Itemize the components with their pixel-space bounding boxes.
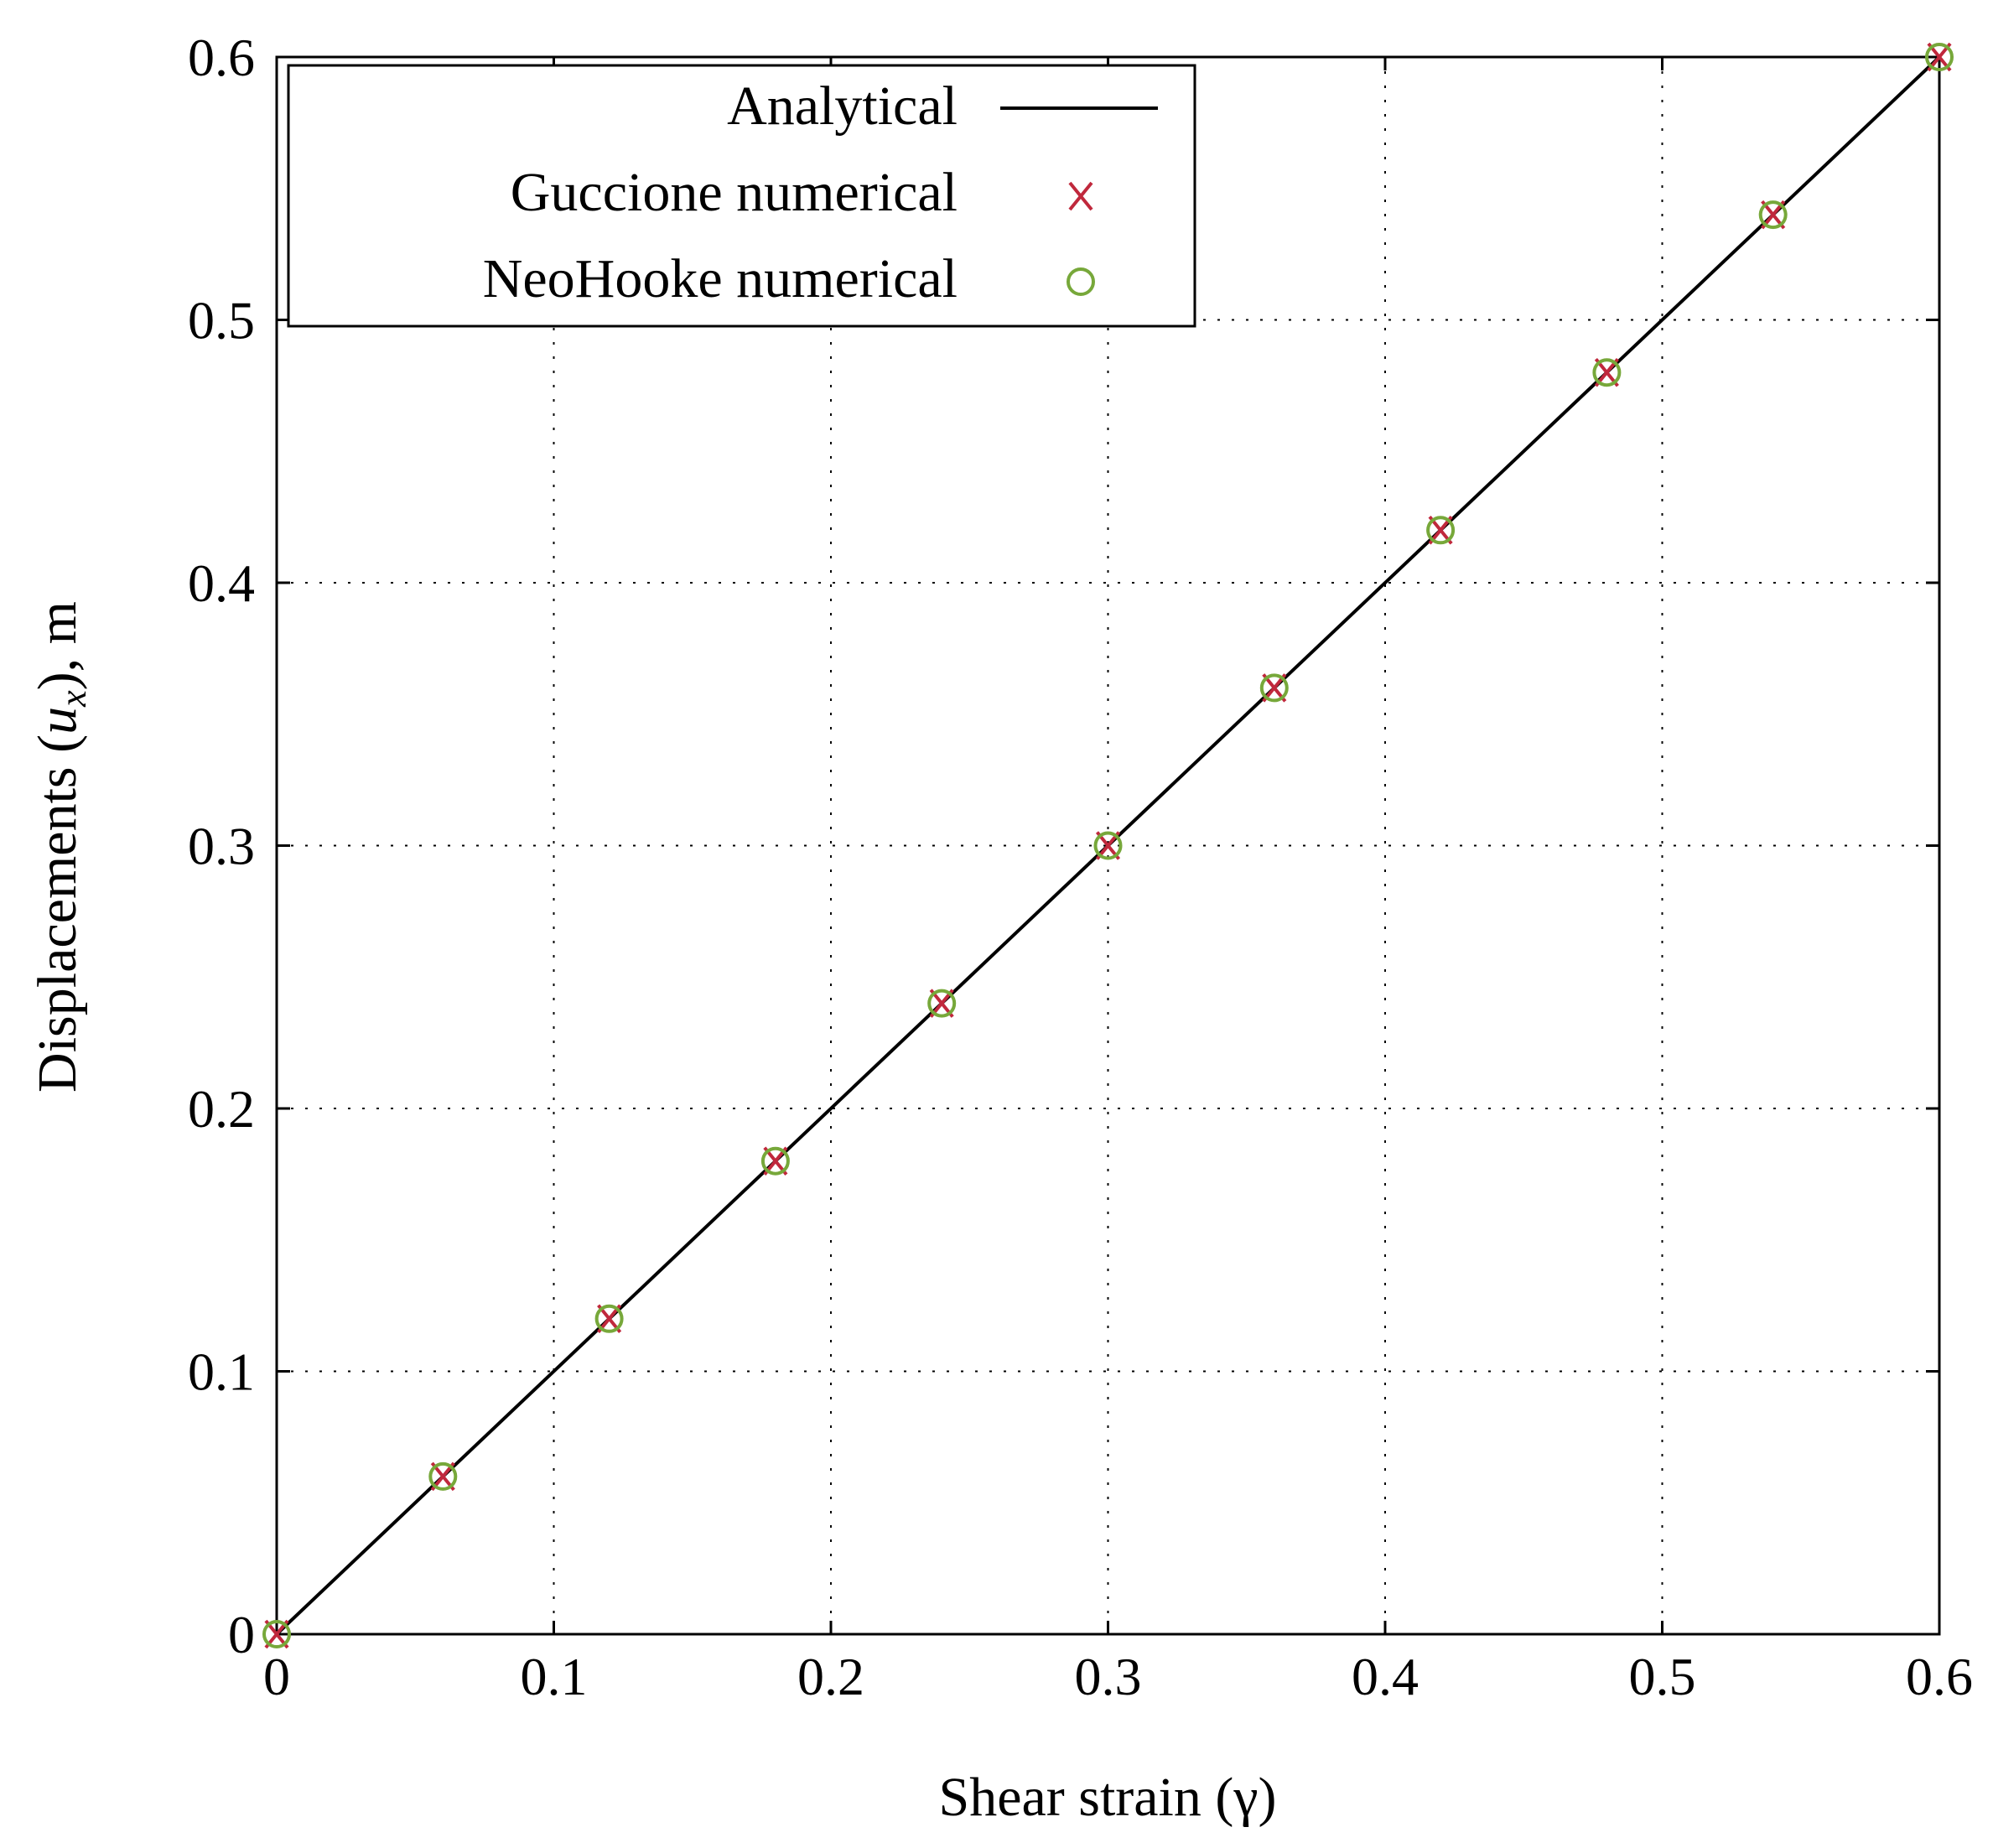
x-axis-label: Shear strain (γ) — [938, 1767, 1276, 1828]
y-tick-label: 0.3 — [188, 817, 255, 876]
neohooke-point — [594, 1304, 624, 1333]
y-tick-label: 0.5 — [188, 291, 255, 350]
legend-label-neohooke: NeoHooke numerical — [483, 248, 958, 309]
x-tick-label: 0.5 — [1629, 1647, 1696, 1706]
x-tick-label: 0 — [263, 1647, 290, 1706]
series — [262, 42, 1954, 1649]
y-axis-label: Displacements (ux), m — [27, 601, 94, 1093]
neohooke-point — [1093, 831, 1123, 860]
x-tick-label: 0.4 — [1352, 1647, 1419, 1706]
x-tick-label: 0.2 — [797, 1647, 864, 1706]
legend-marker-cross — [1068, 181, 1093, 211]
neohooke-point — [428, 1461, 458, 1491]
x-tick-label: 0.6 — [1906, 1647, 1973, 1706]
neohooke-point — [1426, 516, 1456, 545]
legend-marker-circle — [1067, 267, 1095, 296]
neohooke-point — [1925, 43, 1954, 71]
x-tick-label: 0.1 — [521, 1647, 588, 1706]
neohooke-point — [1259, 673, 1289, 703]
neohooke-point — [1758, 200, 1788, 230]
neohooke-point — [1592, 358, 1622, 387]
y-tick-label: 0.1 — [188, 1342, 255, 1402]
legend-label-analytical: Analytical — [727, 75, 958, 137]
legend: Analytical Guccione numerical NeoHooke n… — [287, 64, 1196, 328]
x-tick-label: 0.3 — [1075, 1647, 1142, 1706]
plot-frame — [275, 55, 1941, 1636]
y-tick-label: 0.6 — [188, 28, 255, 87]
neohooke-point — [262, 1620, 291, 1648]
ticks: 0 0.1 0.2 0.3 0.4 0.5 0.6 0 0.1 0.2 0.3 0.4 0.5 0.6 — [188, 28, 1973, 1706]
neohooke-point — [760, 1146, 790, 1176]
neohooke-point — [927, 989, 957, 1018]
y-tick-label: 0.2 — [188, 1079, 255, 1139]
y-tick-label: 0 — [228, 1605, 255, 1664]
legend-label-guccione: Guccione numerical — [511, 162, 958, 223]
y-tick-label: 0.4 — [188, 553, 255, 613]
